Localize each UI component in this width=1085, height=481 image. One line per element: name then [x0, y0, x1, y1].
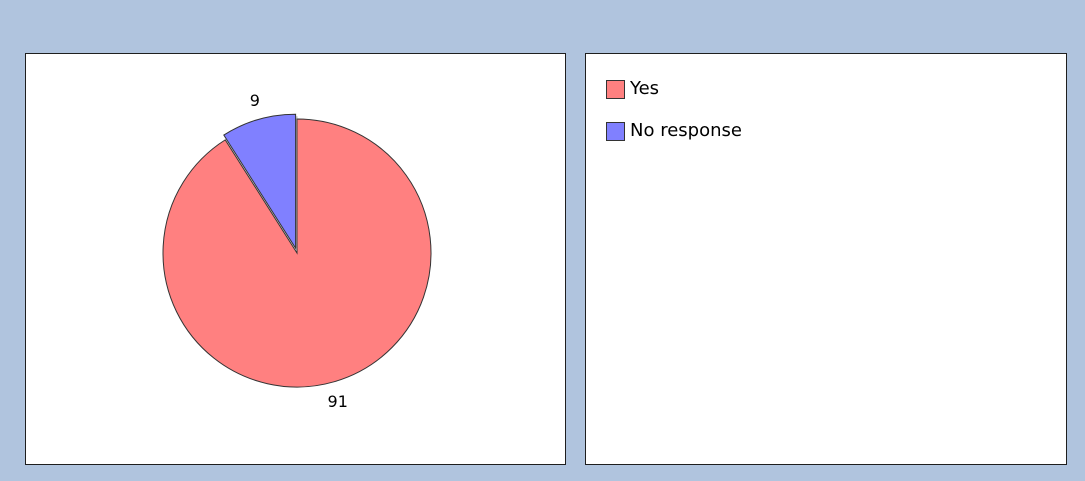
pie-slice-no-response — [223, 113, 297, 250]
legend-label-no-response: No response — [630, 120, 742, 141]
pie-slice-label-no-response: 9 — [250, 91, 260, 110]
legend-swatch-yes — [606, 79, 625, 99]
legend-item-yes: Yes — [606, 78, 659, 100]
pie-chart: 91 9 — [162, 91, 432, 411]
pie-slice-yes — [162, 118, 432, 388]
legend-panel: Yes No response — [585, 53, 1067, 465]
pie-slice-label-yes: 91 — [328, 392, 348, 411]
legend-label-yes: Yes — [630, 78, 660, 99]
legend-swatch-no-response — [606, 121, 625, 141]
pie-chart-panel: 91 9 — [25, 53, 566, 465]
legend-item-no-response: No response — [606, 120, 742, 142]
